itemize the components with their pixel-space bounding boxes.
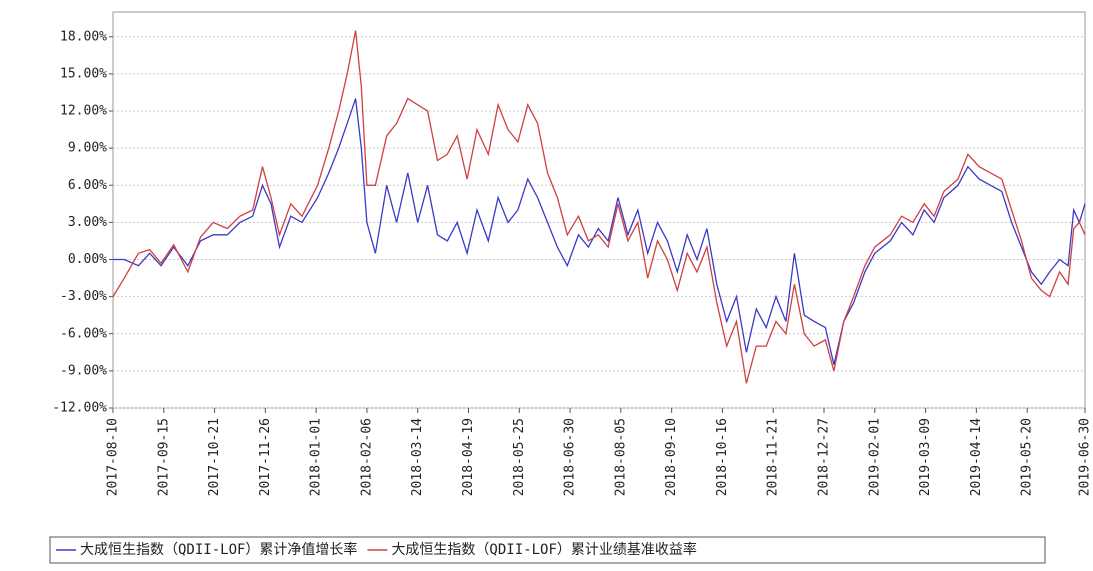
legend-label: 大成恒生指数（QDII-LOF）累计净值增长率 <box>80 541 357 558</box>
x-tick-label: 2018-08-05 <box>613 418 628 496</box>
x-tick-label: 2018-01-01 <box>309 418 324 496</box>
y-tick-label: -6.00% <box>60 326 107 341</box>
y-tick-label: 9.00% <box>68 141 107 156</box>
y-tick-label: 18.00% <box>60 29 107 44</box>
x-tick-label: 2019-05-20 <box>1020 418 1035 496</box>
y-tick-label: 3.00% <box>68 215 107 230</box>
x-tick-label: 2018-05-25 <box>512 418 527 496</box>
x-tick-label: 2017-11-26 <box>258 418 273 496</box>
series-line <box>112 30 1086 384</box>
x-tick-label: 2019-02-01 <box>867 418 882 496</box>
y-tick-label: 15.00% <box>60 66 107 81</box>
x-tick-label: 2019-03-09 <box>918 418 933 496</box>
x-tick-label: 2018-06-30 <box>563 418 578 496</box>
y-tick-label: -12.00% <box>52 401 107 416</box>
y-tick-label: 6.00% <box>68 178 107 193</box>
x-tick-label: 2019-06-30 <box>1078 418 1093 496</box>
y-tick-label: -9.00% <box>60 363 107 378</box>
legend-box <box>49 536 1046 564</box>
x-tick-label: 2019-04-14 <box>969 418 984 496</box>
x-tick-label: 2018-12-27 <box>817 418 832 496</box>
x-tick-label: 2018-02-06 <box>359 418 374 496</box>
y-tick-label: 12.00% <box>60 104 107 119</box>
x-tick-label: 2018-11-21 <box>766 418 781 496</box>
legend-label: 大成恒生指数（QDII-LOF）累计业绩基准收益率 <box>391 541 696 558</box>
x-tick-label: 2018-03-14 <box>410 418 425 496</box>
series-line <box>113 98 1086 365</box>
y-tick-label: 0.00% <box>68 252 107 267</box>
x-tick-label: 2018-10-16 <box>715 418 730 496</box>
x-tick-label: 2017-09-15 <box>156 418 171 496</box>
x-tick-label: 2017-08-10 <box>106 418 121 496</box>
x-tick-label: 2018-09-10 <box>664 418 679 496</box>
x-tick-label: 2017-10-21 <box>207 418 222 496</box>
x-tick-label: 2018-04-19 <box>461 418 476 496</box>
y-tick-label: -3.00% <box>60 289 107 304</box>
